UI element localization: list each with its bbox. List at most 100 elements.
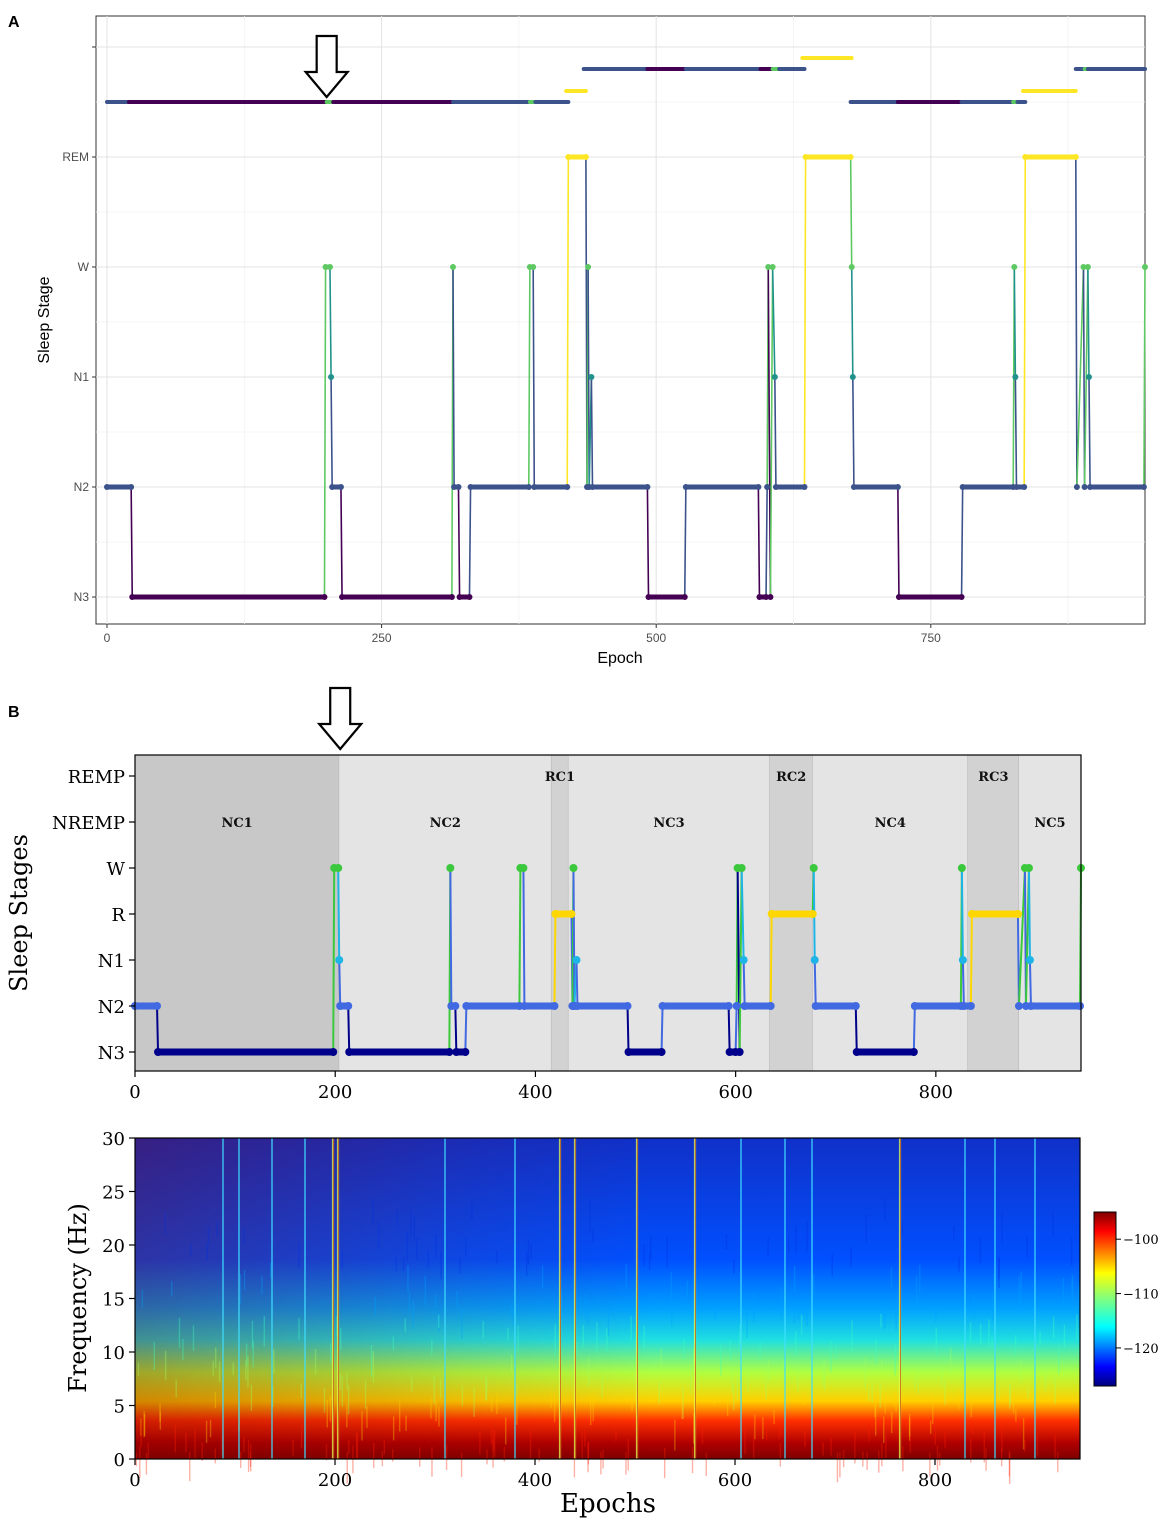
- panel-b-y-axis-label: Sleep Stages: [5, 834, 33, 992]
- spectrogram-speckle: [145, 1452, 148, 1475]
- panel-b-y-tick-label: REMP: [68, 767, 125, 788]
- spectrogram-speckle: [416, 1238, 418, 1260]
- panel-a-data-point: [959, 484, 966, 490]
- spectrogram-speckle: [486, 1449, 488, 1465]
- panel-a-data-point: [682, 484, 689, 490]
- spectrogram-speckle: [510, 1303, 513, 1317]
- panel-a-data-point: [328, 374, 335, 380]
- spectrogram-y-tick-label: 20: [102, 1236, 125, 1257]
- panel-a-data-point: [525, 484, 532, 490]
- panel-b-data-point: [811, 1002, 820, 1010]
- spectrogram-speckle: [298, 1318, 300, 1340]
- panel-a-chart: N3 N2 N1 W REM 0 250 500 750 Epoch Sleep Stage: [36, 15, 1148, 667]
- spectrogram-speckle: [979, 1236, 981, 1264]
- spectrogram-y-tick-label: 0: [114, 1450, 125, 1471]
- panel-a-data-point: [645, 594, 652, 600]
- spectrogram-speckle: [1063, 1324, 1066, 1351]
- panel-a-data-point: [1021, 484, 1028, 490]
- panel-b-cycle-band: [812, 755, 968, 1071]
- panel-b-hypnogram-segment: [553, 913, 557, 1007]
- panel-b-data-point: [153, 1002, 162, 1010]
- spectrogram-speckle: [1071, 1279, 1073, 1301]
- spectrogram-speckle: [822, 1442, 824, 1456]
- panel-b-data-point: [657, 1048, 666, 1056]
- panel-a-data-point: [1087, 484, 1094, 490]
- panel-a-hypnogram-segment: [1087, 266, 1090, 378]
- panel-a-y-tick-label: N3: [74, 590, 90, 604]
- panel-a-hypnogram-segment: [774, 376, 777, 488]
- spectrogram-speckle: [325, 1443, 328, 1461]
- panel-b-data-point: [344, 1002, 353, 1010]
- panel-b-hypnogram-segment: [727, 1005, 731, 1053]
- spectrogram-speckle: [164, 1212, 167, 1235]
- panel-b-y-tick-label: N3: [98, 1043, 125, 1064]
- spectrogram-speckle: [209, 1420, 212, 1438]
- spectrogram-speckle: [406, 1232, 409, 1261]
- spectrogram-speckle: [273, 1349, 275, 1374]
- spectrogram-speckle: [733, 1384, 735, 1410]
- panel-b-hypnogram-segment: [464, 1005, 468, 1053]
- spectrogram-x-tick-label: 400: [518, 1470, 552, 1491]
- panel-b-cycle-label: NC3: [653, 816, 684, 831]
- panel-b-data-point: [958, 956, 967, 964]
- spectrogram-speckle: [1070, 1237, 1073, 1267]
- panel-a-data-point: [1022, 154, 1029, 160]
- panel-b-hypnogram-segment: [572, 867, 576, 1007]
- spectrogram-speckle: [143, 1411, 145, 1438]
- spectrogram-speckle: [460, 1452, 463, 1478]
- spectrogram-speckle: [691, 1447, 694, 1474]
- spectrogram-speckle: [141, 1289, 144, 1308]
- colorbar-tick-label: −110: [1123, 1288, 1159, 1303]
- spectrogram-speckle: [584, 1293, 587, 1320]
- panel-a-data-point: [129, 594, 136, 600]
- panel-b-data-point: [910, 1002, 919, 1010]
- spectrogram-speckle: [347, 1384, 350, 1415]
- panel-b-data-point: [623, 1002, 632, 1010]
- spectrogram-speckle: [725, 1233, 728, 1250]
- panel-a-data-point: [456, 594, 463, 600]
- spectrogram-speckle: [726, 1395, 729, 1416]
- panel-a-hypnogram-segment: [340, 486, 343, 598]
- spectrogram-speckle: [373, 1442, 375, 1469]
- spectrogram-speckle: [459, 1257, 461, 1274]
- panel-b-data-point: [462, 1002, 471, 1010]
- panel-a-data-point: [847, 154, 854, 160]
- panel-b-data-point: [1014, 1002, 1023, 1010]
- spectrogram-speckle: [693, 1348, 695, 1375]
- spectrogram-speckle: [671, 1300, 673, 1326]
- spectrogram-speckle: [366, 1406, 368, 1428]
- spectrogram-speckle: [239, 1451, 242, 1468]
- spectrogram-speckle: [935, 1327, 937, 1357]
- spectrogram-speckle: [885, 1434, 887, 1459]
- spectrogram-speckle: [182, 1338, 184, 1361]
- panel-b-hypnogram-segment: [518, 867, 522, 1007]
- spectrogram-speckle: [1008, 1384, 1011, 1409]
- spectrogram-speckle: [140, 1418, 142, 1436]
- spectrogram-speckle: [1001, 1424, 1003, 1452]
- panel-a-hypnogram-segment: [566, 156, 570, 488]
- panel-b-x-ticks: 0 200 400 600 800: [129, 1071, 953, 1103]
- spectrogram-speckle: [729, 1340, 732, 1362]
- panel-a-data-point: [322, 264, 329, 270]
- spectrogram-speckle: [392, 1336, 395, 1351]
- panel-a-hypnogram-segment: [330, 376, 333, 488]
- spectrogram-speckle: [143, 1413, 146, 1436]
- panel-a-data-point: [767, 594, 774, 600]
- spectrogram-speckle: [137, 1362, 140, 1377]
- panel-a-data-point: [582, 154, 589, 160]
- spectrogram-speckle: [804, 1429, 806, 1447]
- panel-b-data-point: [1025, 956, 1034, 964]
- spectrogram-speckle: [216, 1222, 218, 1237]
- panel-b-data-point: [766, 1002, 775, 1010]
- panel-b-data-point: [329, 1048, 338, 1056]
- spectrogram-speckle: [1054, 1376, 1056, 1404]
- panel-a-data-point: [449, 264, 456, 270]
- spectrogram-speckle: [830, 1341, 832, 1373]
- panel-b-y-tick-label: NREMP: [52, 813, 125, 834]
- panel-a-hypnogram-segment: [130, 486, 134, 598]
- panel-b-hypnogram-segment: [960, 867, 964, 961]
- panel-b-hypnogram-segment: [734, 1005, 738, 1053]
- spectrogram-speckle: [958, 1257, 960, 1272]
- spectrogram-speckle: [492, 1429, 495, 1451]
- panel-b-data-point: [967, 910, 976, 918]
